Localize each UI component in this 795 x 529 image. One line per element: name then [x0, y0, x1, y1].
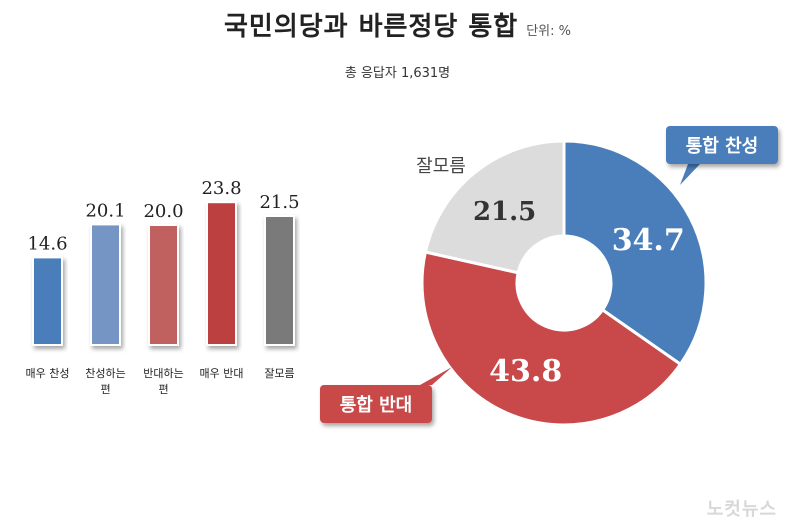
bar-category-label: 찬성하는 — [85, 366, 125, 380]
donut-slice — [423, 139, 566, 275]
bar-value-label: 20.0 — [143, 201, 183, 222]
donut-value-label: 43.8 — [489, 354, 562, 389]
watermark-logo: 노컷뉴스 — [706, 499, 777, 520]
bar — [32, 256, 63, 346]
unit-label: 단위: % — [526, 24, 572, 39]
bar-category-label: 편 — [100, 383, 110, 396]
bar-category-label: 잘모름 — [264, 367, 294, 380]
donut-value-label: 34.7 — [612, 223, 685, 258]
callout-box — [320, 385, 432, 423]
chart-header: 국민의당과 바른정당 통합 단위: % — [0, 6, 795, 43]
donut-slice — [420, 250, 683, 427]
bar — [264, 215, 295, 346]
callout-box — [666, 126, 778, 164]
bar-value-label: 23.8 — [201, 178, 241, 199]
chart-subtitle: 총 응답자 1,631명 — [344, 66, 451, 81]
callout-label: 통합 찬성 — [686, 135, 759, 157]
chart-title: 국민의당과 바른정당 통합 — [223, 12, 519, 42]
bar-category-label: 편 — [158, 383, 168, 396]
bar-value-label: 21.5 — [259, 192, 299, 213]
bar-category-label: 반대하는 — [143, 366, 183, 380]
bar-value-label: 14.6 — [27, 233, 67, 254]
donut-slice — [562, 139, 708, 367]
bar-value-label: 20.1 — [85, 200, 125, 221]
bar-category-label: 매우 반대 — [200, 367, 244, 380]
donut-value-label: 21.5 — [473, 197, 536, 227]
callout-label: 통합 반대 — [340, 394, 413, 416]
slice-label: 잘모름 — [416, 156, 466, 177]
bar — [148, 224, 179, 346]
callout-pointer — [680, 164, 700, 185]
bar — [206, 201, 237, 346]
callout-pointer — [420, 367, 452, 385]
bar — [90, 223, 121, 346]
bar-category-label: 매우 찬성 — [26, 366, 70, 380]
